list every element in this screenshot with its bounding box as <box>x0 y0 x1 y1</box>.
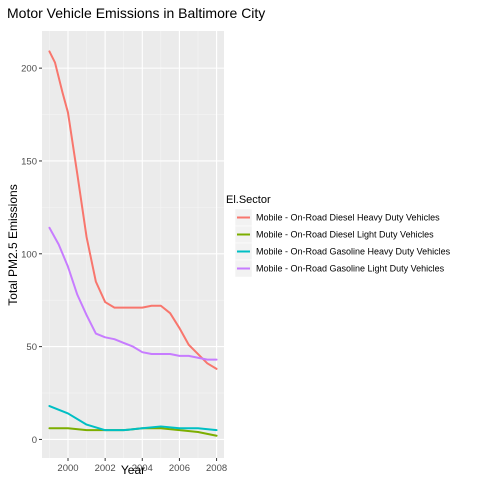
y-tick-label: 100 <box>21 249 37 260</box>
x-axis-label: Year <box>121 463 145 477</box>
y-tick-label: 50 <box>26 342 37 353</box>
x-tick-label: 2008 <box>206 463 227 474</box>
series-line-4 <box>48 226 218 361</box>
legend-item: Mobile - On-Road Gasoline Heavy Duty Veh… <box>234 242 451 261</box>
y-tick-label: 0 <box>32 435 37 446</box>
legend-items: Mobile - On-Road Diesel Heavy Duty Vehic… <box>234 208 451 278</box>
legend-item: Mobile - On-Road Diesel Light Duty Vehic… <box>234 225 434 244</box>
series-line-3 <box>48 405 218 432</box>
chart-title: Motor Vehicle Emissions in Baltimore Cit… <box>7 5 265 21</box>
x-tick-label: 2004 <box>132 463 153 474</box>
y-axis: 0 50 100 150 200 <box>21 64 42 446</box>
y-tick-label: 150 <box>21 156 37 167</box>
legend-label: Mobile - On-Road Gasoline Heavy Duty Veh… <box>256 247 451 257</box>
legend-label: Mobile - On-Road Gasoline Light Duty Veh… <box>256 264 445 274</box>
x-tick-label: 2006 <box>169 463 190 474</box>
major-gridlines <box>42 31 224 458</box>
legend-title: El.Sector <box>226 194 271 206</box>
x-tick-label: 2000 <box>57 463 78 474</box>
x-tick-label: 2002 <box>95 463 116 474</box>
legend-label: Mobile - On-Road Diesel Light Duty Vehic… <box>256 230 434 240</box>
series-lines <box>48 50 218 437</box>
legend: El.Sector Mobile - On-Road Diesel Heavy … <box>226 194 451 278</box>
legend-item: Mobile - On-Road Gasoline Light Duty Veh… <box>234 259 445 278</box>
y-axis-label: Total PM2.5 Emissions <box>6 184 20 305</box>
legend-label: Mobile - On-Road Diesel Heavy Duty Vehic… <box>256 213 440 223</box>
minor-gridlines <box>42 31 224 458</box>
legend-item: Mobile - On-Road Diesel Heavy Duty Vehic… <box>234 208 440 227</box>
y-tick-label: 200 <box>21 64 37 75</box>
x-axis: 2000 2002 2004 2006 2008 <box>57 458 227 474</box>
series-line-1 <box>48 50 218 370</box>
plot-panel <box>42 31 224 458</box>
